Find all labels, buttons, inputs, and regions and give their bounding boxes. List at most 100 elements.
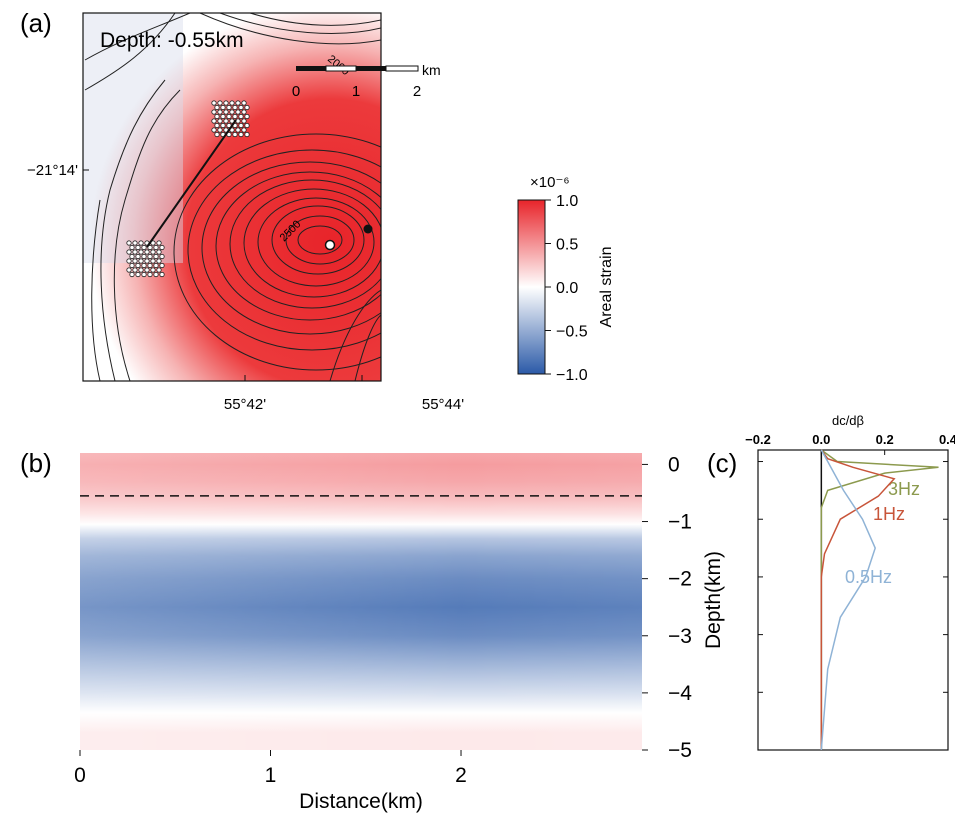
seismometer-station (241, 109, 247, 115)
colorbar-label: Areal strain (598, 247, 615, 328)
seismometer-station (232, 131, 238, 138)
heatmap-y-tick-label: −3 (668, 625, 692, 648)
seismometer-station (232, 113, 238, 120)
seismometer-station (138, 267, 144, 273)
series-label-3hz: 3Hz (888, 479, 920, 499)
colorbar-tick-label: 1.0 (556, 193, 578, 210)
seismometer-station (132, 249, 138, 255)
seismometer-station (238, 122, 244, 129)
map-contours (84, 13, 381, 381)
heatmap-panel: 0 1 2 0 −1 −2 −3 −4 −5 Distance(km) Depth(km) (74, 453, 725, 813)
seismometer-station (156, 258, 162, 264)
seismometer-station (138, 249, 144, 255)
heatmap-field (80, 453, 642, 750)
heatmap-ylabel: Depth(km) (702, 551, 725, 649)
seismometer-station (147, 262, 153, 269)
seismometer-station (244, 104, 250, 111)
colorbar-tick-label: −0.5 (556, 324, 588, 341)
seismometer-station (135, 262, 141, 269)
series-label-0-5hz: 0.5Hz (845, 567, 892, 587)
seismometer-station (141, 253, 147, 260)
sensitivity-x-tick-label: 0.0 (812, 432, 830, 447)
seismometer-station (217, 109, 223, 115)
seismometer-station (153, 253, 159, 260)
heatmap-xlabel: Distance(km) (299, 790, 423, 813)
seismometer-station (129, 271, 135, 278)
seismometer-station (229, 100, 235, 106)
colorbar: ×10⁻⁶ 1.0 0.5 0.0 −0.5 −1.0 Areal strain (517, 174, 615, 384)
seismometer-station (235, 127, 241, 133)
seismometer-station (150, 267, 156, 273)
seismometer-station (226, 113, 232, 120)
seismometer-station (238, 113, 244, 120)
seismometer-station (241, 127, 247, 133)
seismometer-station (144, 249, 150, 255)
seismometer-station (153, 262, 159, 269)
source-marker-black (363, 224, 373, 234)
seismometer-station (144, 267, 150, 273)
seismometer-station (223, 118, 229, 124)
colorbar-tick-label: 0.5 (556, 237, 578, 254)
colorbar-tick-label: −1.0 (556, 367, 588, 384)
heatmap-y-ticks: 0 −1 −2 −3 −4 −5 (642, 453, 692, 762)
heatmap-x-tick-label: 0 (74, 764, 86, 787)
seismometer-station (159, 271, 165, 278)
map-negative-region (83, 13, 183, 263)
seismometer-station (138, 240, 144, 246)
seismometer-station (156, 240, 162, 246)
sensitivity-x-tick-label: −0.2 (745, 432, 771, 447)
seismometer-station (141, 244, 147, 251)
seismometer-station (211, 109, 217, 115)
seismometer-array-sw (126, 240, 165, 278)
sensitivity-panel: −0.2 0.0 0.2 0.4 3Hz 1Hz 0.5Hz dc/dβ (745, 413, 955, 751)
panel-label-c: (c) (707, 448, 737, 478)
heatmap-x-tick-label: 1 (265, 764, 277, 787)
seismometer-station (217, 127, 223, 133)
seismometer-station (226, 104, 232, 111)
seismometer-station (238, 131, 244, 138)
seismometer-station (156, 267, 162, 273)
lat-tick-label: −21°14' (27, 162, 78, 179)
seismometer-station (229, 109, 235, 115)
seismometer-station (241, 100, 247, 106)
scale-unit: km (422, 62, 441, 78)
panel-label-a: (a) (20, 8, 52, 38)
seismometer-station (141, 262, 147, 269)
seismometer-station (241, 118, 247, 124)
seismometer-station (223, 100, 229, 106)
lon-tick-label-2: 55°44' (422, 396, 464, 413)
seismometer-station (214, 122, 220, 129)
seismometer-station (159, 262, 165, 269)
seismometer-station (153, 244, 159, 251)
series-line-0-5hz (820, 449, 877, 751)
seismometer-station (153, 271, 159, 278)
seismometer-station (150, 258, 156, 264)
seismometer-station (144, 258, 150, 264)
sensitivity-frame (757, 449, 949, 751)
series-label-1hz: 1Hz (873, 504, 905, 524)
heatmap-x-tick-label: 2 (455, 764, 467, 787)
seismometer-station (235, 100, 241, 106)
seismometer-station (223, 109, 229, 115)
seismometer-station (211, 127, 217, 133)
seismometer-station (135, 244, 141, 251)
seismometer-station (141, 271, 147, 278)
seismometer-station (126, 240, 132, 246)
heatmap-x-ticks: 0 1 2 (74, 750, 467, 787)
seismometer-station (217, 100, 223, 106)
sensitivity-series: 3Hz 1Hz 0.5Hz (820, 449, 939, 751)
seismometer-station (135, 253, 141, 260)
sensitivity-xlabel: dc/dβ (832, 413, 864, 428)
sensitivity-y-ticks (758, 461, 948, 751)
seismometer-station (220, 104, 226, 111)
seismometer-station (244, 122, 250, 129)
heatmap-y-tick-label: −4 (668, 682, 692, 705)
scale-tick-2: 2 (413, 83, 421, 100)
sensitivity-x-tick-label: 0.4 (939, 432, 955, 447)
colorbar-tick-label: 0.0 (556, 280, 578, 297)
seismometer-station (132, 267, 138, 273)
sensitivity-x-ticks: −0.2 0.0 0.2 0.4 (745, 432, 955, 455)
seismometer-station (238, 104, 244, 111)
seismometer-station (159, 244, 165, 251)
